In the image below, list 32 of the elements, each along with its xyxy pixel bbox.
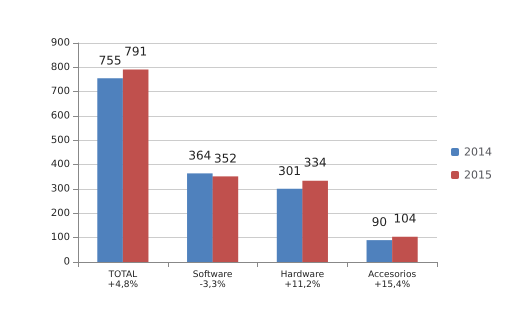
y-tick-label: 0 — [64, 256, 70, 268]
x-tick-label: TOTAL +4,8% — [108, 270, 139, 290]
data-label: 104 — [393, 212, 416, 226]
data-label: 364 — [188, 148, 212, 162]
bar — [187, 173, 213, 262]
legend-label: 2014 — [464, 146, 492, 158]
y-tick-label: 100 — [50, 232, 70, 244]
bar — [97, 78, 123, 262]
data-label: 791 — [124, 44, 148, 59]
data-label: 334 — [304, 156, 327, 170]
bar — [276, 188, 302, 262]
y-tick-label: 700 — [50, 86, 70, 98]
legend-label: 2015 — [464, 168, 492, 182]
y-tick-label: 400 — [50, 159, 70, 170]
bar — [366, 240, 392, 262]
y-tick-label: 800 — [50, 62, 70, 73]
x-tick-label: Software -3,3% — [192, 270, 233, 290]
y-tick-label: 300 — [50, 184, 70, 194]
x-tick-label: Hardware +11,2% — [280, 270, 325, 290]
y-tick-label: 600 — [50, 110, 70, 122]
data-label: 755 — [98, 53, 122, 68]
data-label: 352 — [214, 151, 237, 166]
bar — [122, 70, 148, 262]
bar — [212, 176, 238, 262]
y-tick-label: 200 — [50, 208, 70, 219]
x-tick-label: Accesorios +15,4% — [368, 270, 416, 290]
data-label: 301 — [278, 164, 302, 178]
y-tick-label: 500 — [50, 134, 70, 146]
data-label: 90 — [372, 215, 387, 230]
y-tick-label: 900 — [50, 38, 70, 48]
bar — [302, 180, 328, 262]
bar — [392, 236, 418, 262]
